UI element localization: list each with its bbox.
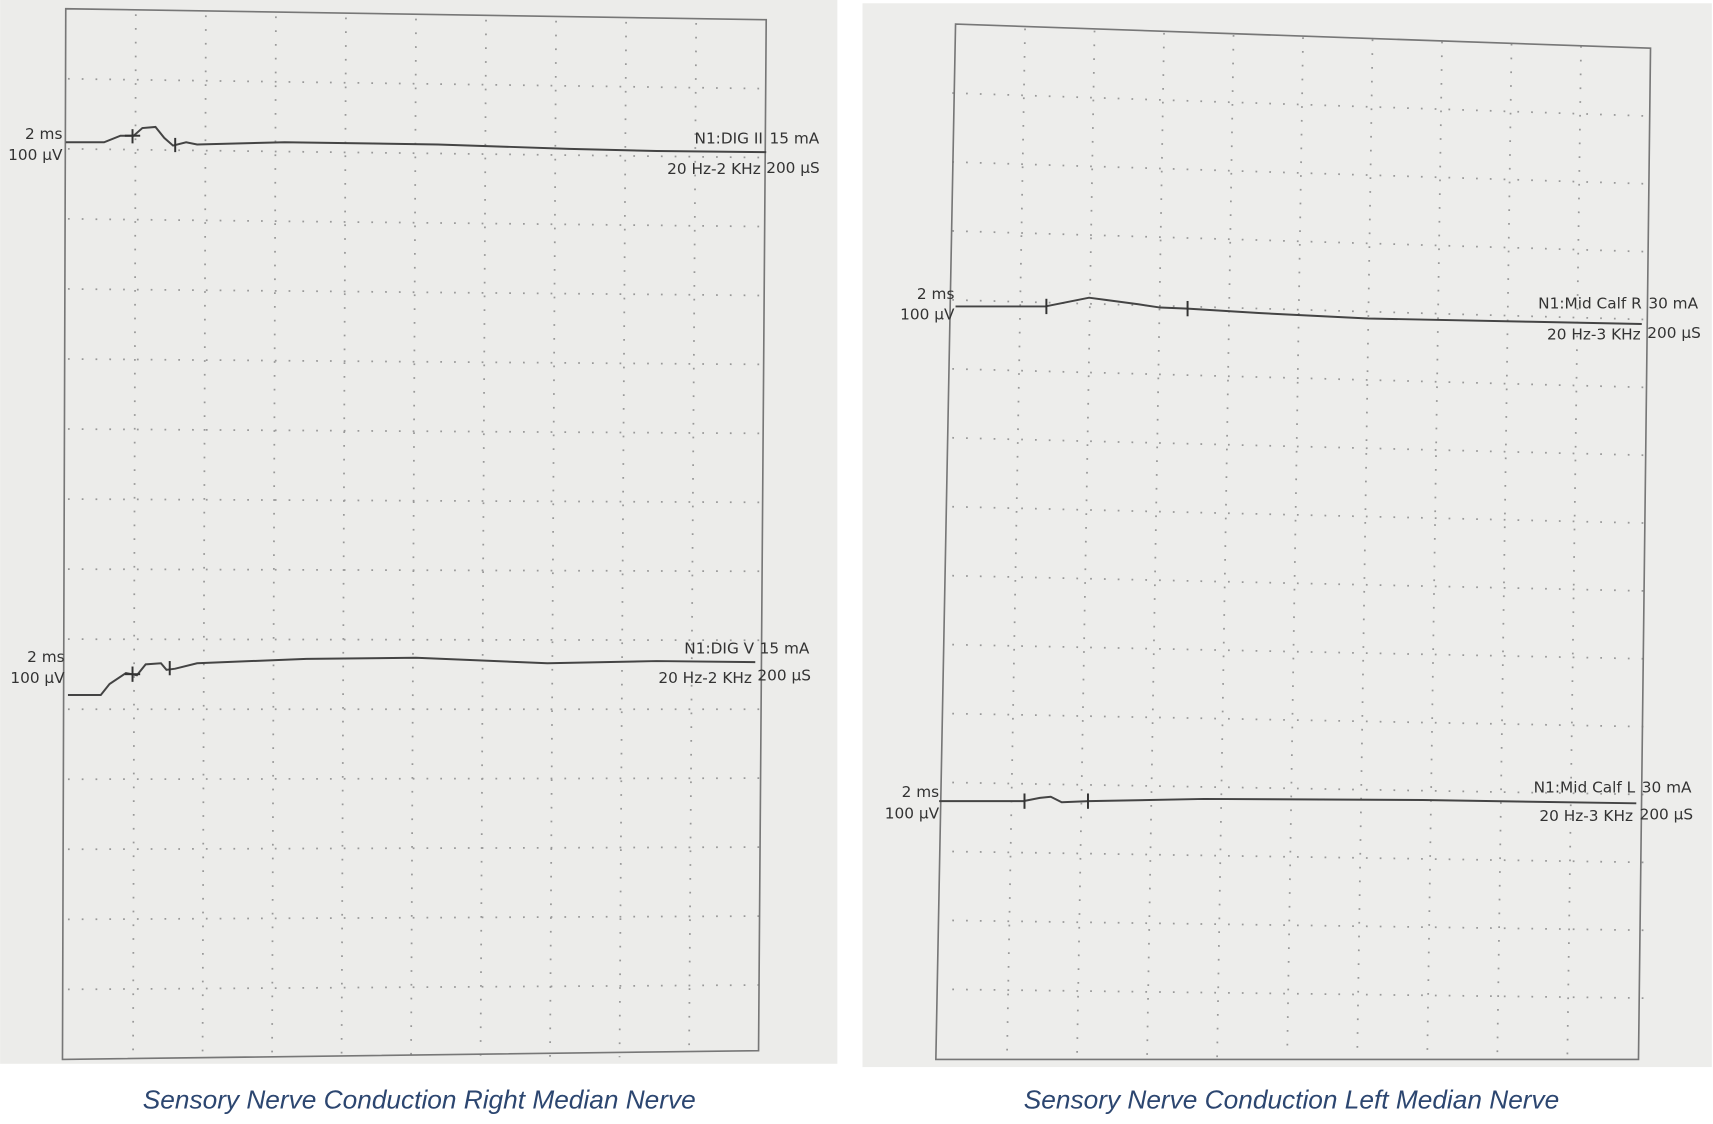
site: N1:DIG V (684, 639, 754, 657)
caption: Sensory Nerve Conduction Right Median Ne… (143, 1085, 696, 1115)
site: N1:DIG II (694, 129, 762, 147)
grid-dots (952, 643, 1648, 660)
trace (955, 296, 1642, 325)
duration: 200 µS (766, 159, 820, 177)
current: 30 mA (1648, 295, 1698, 313)
grid-dots (67, 915, 765, 921)
grid-dots (67, 984, 765, 991)
filter: 20 Hz-2 KHz (667, 160, 761, 178)
grid-dots (952, 92, 1648, 117)
grid-dots (952, 919, 1648, 932)
grid-dots (952, 574, 1648, 592)
grid-dots (952, 161, 1648, 185)
grid-dots (132, 14, 137, 1058)
filter: 20 Hz-2 KHz (658, 669, 752, 687)
grid-dots (952, 436, 1648, 457)
grid-dots (67, 777, 765, 781)
labels: 2 ms 100 µV N1:DIG II 15 mA 20 Hz-2 KHz … (8, 125, 1701, 825)
grid-dots (67, 498, 765, 504)
grid-dots (952, 299, 1648, 321)
grid-dots (952, 505, 1648, 525)
grid-dots (952, 712, 1648, 728)
grid-dots (67, 147, 765, 159)
current: 30 mA (1642, 778, 1692, 796)
sweep: 2 ms (25, 125, 63, 143)
duration: 200 µS (1647, 324, 1701, 342)
sweep: 2 ms (902, 783, 940, 801)
grid-dots (67, 218, 765, 228)
right-frame (935, 23, 1652, 1061)
grid-dots (952, 367, 1648, 389)
grid-dots (67, 568, 765, 573)
grid-dots (952, 850, 1648, 864)
grid-dots (67, 77, 765, 90)
duration: 200 µS (757, 667, 811, 685)
left-frame (61, 7, 768, 1061)
left-photo (0, 0, 838, 1064)
site: N1:Mid Calf L (1534, 778, 1636, 796)
filter: 20 Hz-3 KHz (1539, 807, 1633, 825)
grid-dots (67, 428, 765, 435)
sweep: 2 ms (917, 285, 955, 303)
grid-dots (1216, 35, 1235, 1058)
trace (939, 795, 1637, 805)
grid-dots (1076, 30, 1096, 1058)
grid (67, 14, 1648, 1058)
gain: 100 µV (900, 306, 955, 324)
trace (67, 656, 756, 696)
gain: 100 µV (8, 146, 63, 164)
grid-dots (67, 846, 765, 851)
grid-dots (1566, 45, 1582, 1058)
right-photo (862, 3, 1712, 1068)
grid-dots (67, 358, 765, 366)
grid-dots (67, 288, 765, 297)
grid-dots (67, 638, 765, 642)
grid-dots (952, 230, 1648, 253)
grid-dots (952, 781, 1648, 796)
current: 15 mA (769, 129, 819, 147)
caption: Sensory Nerve Conduction Left Median Ner… (1024, 1085, 1560, 1115)
site: N1:Mid Calf R (1538, 295, 1642, 313)
sweep: 2 ms (27, 648, 65, 666)
gain: 100 µV (885, 805, 940, 823)
grid-dots (952, 988, 1648, 1000)
gain: 100 µV (10, 669, 65, 687)
markers (124, 129, 1189, 809)
current: 15 mA (760, 639, 810, 657)
filter: 20 Hz-3 KHz (1547, 325, 1641, 343)
duration: 200 µS (1640, 806, 1694, 824)
